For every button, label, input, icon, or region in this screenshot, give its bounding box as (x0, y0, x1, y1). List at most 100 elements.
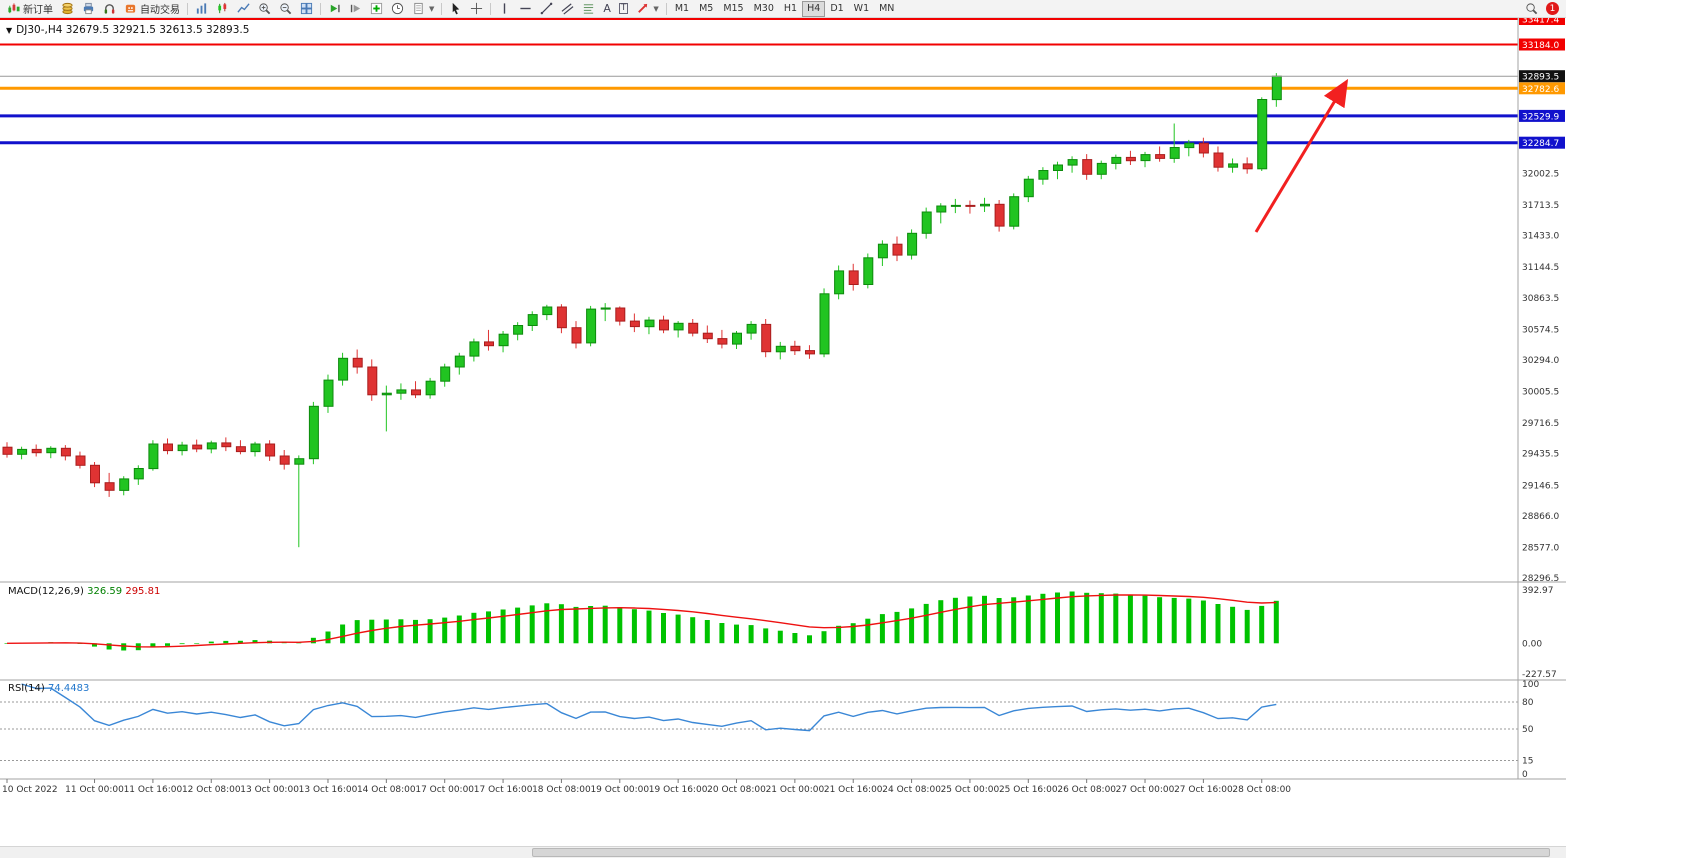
zoom-out-button[interactable] (275, 1, 296, 17)
svg-text:21 Oct 16:00: 21 Oct 16:00 (824, 785, 883, 795)
text-label-icon: T (618, 3, 629, 14)
chart-area: 32002.5 31713.5 31433.0 31144.5 30863.5 30574… (0, 18, 1566, 858)
cursor-button[interactable] (445, 1, 466, 17)
support-button[interactable] (99, 1, 120, 17)
trendline-button[interactable] (536, 1, 557, 17)
search-button[interactable] (1521, 1, 1542, 17)
candles-chart-button[interactable] (212, 1, 233, 17)
zoom-out-icon (280, 3, 292, 15)
svg-text:24 Oct 08:00: 24 Oct 08:00 (882, 785, 941, 795)
zoom-in-button[interactable] (254, 1, 275, 17)
svg-text:18 Oct 08:00: 18 Oct 08:00 (532, 785, 591, 795)
chart-title-text: DJ30-,H4 32679.5 32921.5 32613.5 32893.5 (16, 24, 250, 36)
periods-button[interactable] (387, 1, 408, 17)
zoom-in-icon (259, 3, 271, 15)
new-order-button[interactable]: 新订单 (3, 1, 57, 17)
timeframe-w1-button[interactable]: W1 (849, 1, 874, 17)
svg-text:0: 0 (1522, 770, 1528, 780)
print-button[interactable] (78, 1, 99, 17)
crosshair-button[interactable] (466, 1, 487, 17)
svg-text:10 Oct 2022: 10 Oct 2022 (2, 785, 58, 795)
svg-text:21 Oct 00:00: 21 Oct 00:00 (766, 785, 825, 795)
indicators-icon (370, 2, 383, 15)
text-icon: A (603, 2, 611, 15)
auto-scroll-button[interactable] (324, 1, 345, 17)
svg-text:27 Oct 16:00: 27 Oct 16:00 (1174, 785, 1233, 795)
gold-coins-icon (62, 2, 73, 15)
line-chart-button[interactable] (233, 1, 254, 17)
svg-text:25 Oct 16:00: 25 Oct 16:00 (999, 785, 1058, 795)
timeframe-m5-button[interactable]: M5 (694, 1, 718, 17)
arrows-button[interactable]: ▼ (632, 1, 662, 17)
svg-text:14 Oct 08:00: 14 Oct 08:00 (357, 785, 416, 795)
svg-text:32002.5: 32002.5 (1522, 170, 1559, 180)
bars-chart-icon (196, 3, 207, 14)
vertical-line-button[interactable] (494, 1, 515, 17)
bars-chart-button[interactable] (191, 1, 212, 17)
svg-text:11 Oct 00:00: 11 Oct 00:00 (65, 785, 124, 795)
algo-trading-button[interactable]: 自动交易 (120, 1, 184, 17)
rsi-value: 74.4483 (47, 683, 90, 694)
svg-text:100: 100 (1522, 680, 1539, 690)
timeframes-group: M1 M5 M15 M30 H1 H4 D1 W1 MN (670, 0, 900, 17)
svg-text:50: 50 (1522, 725, 1534, 735)
time-axis[interactable]: 10 Oct 2022 11 Oct 00:00 11 Oct 16:00 12 Oc… (2, 779, 1291, 795)
svg-text:31713.5: 31713.5 (1522, 201, 1559, 211)
svg-text:32284.7: 32284.7 (1522, 139, 1559, 149)
fibonacci-button[interactable] (578, 1, 599, 17)
toolbar: 新订单 自动交易 ▼ A T ▼ M1 M5 M15 M30 (0, 0, 1566, 18)
timeframe-h4-button[interactable]: H4 (802, 0, 826, 17)
tile-windows-button[interactable] (296, 1, 317, 17)
chart-canvas[interactable]: 32002.5 31713.5 31433.0 31144.5 30863.5 30574… (0, 18, 1566, 858)
svg-text:15: 15 (1522, 757, 1533, 767)
svg-text:31433.0: 31433.0 (1522, 232, 1559, 242)
templates-button[interactable]: ▼ (408, 1, 438, 17)
robot-icon (125, 4, 136, 13)
toolbar-separator (490, 2, 492, 15)
svg-text:12 Oct 08:00: 12 Oct 08:00 (182, 785, 241, 795)
horizontal-line-button[interactable] (515, 1, 536, 17)
svg-text:28866.0: 28866.0 (1522, 512, 1559, 522)
price-scale[interactable]: 32002.5 31713.5 31433.0 31144.5 30863.5 30574… (0, 18, 1566, 780)
trendline-icon (541, 2, 553, 15)
svg-text:-227.57: -227.57 (1522, 670, 1557, 680)
trend-arrow-annotation[interactable] (1254, 78, 1349, 233)
deposit-button[interactable] (57, 1, 78, 17)
timeframe-m30-button[interactable]: M30 (749, 1, 779, 17)
text-button[interactable]: A (599, 1, 615, 17)
vertical-line-icon (504, 3, 506, 14)
line-chart-icon (237, 3, 250, 13)
svg-text:11 Oct 16:00: 11 Oct 16:00 (124, 785, 183, 795)
indicators-button[interactable] (366, 1, 387, 17)
chart-shift-button[interactable] (345, 1, 366, 17)
algo-trading-label: 自动交易 (140, 5, 180, 16)
timeframe-m1-button[interactable]: M1 (670, 1, 694, 17)
macd-pane (4, 591, 1279, 651)
hlines-layer[interactable] (0, 18, 1518, 145)
timeframe-d1-button[interactable]: D1 (825, 1, 848, 17)
one-click-trading-toggle-icon[interactable]: ▼ (6, 26, 13, 35)
svg-text:33417.4: 33417.4 (1522, 18, 1559, 26)
svg-text:20 Oct 08:00: 20 Oct 08:00 (707, 785, 766, 795)
timeframe-h1-button[interactable]: H1 (779, 1, 802, 17)
horizontal-scrollbar[interactable] (0, 846, 1566, 858)
chevron-down-icon: ▼ (429, 4, 435, 13)
svg-text:30574.5: 30574.5 (1522, 325, 1559, 335)
text-label-button[interactable]: T (615, 1, 633, 17)
notifications-badge[interactable]: 1 (1546, 2, 1559, 15)
fibonacci-icon (584, 4, 594, 14)
channel-button[interactable] (557, 1, 578, 17)
scrollbar-thumb[interactable] (532, 848, 1551, 857)
svg-text:28296.5: 28296.5 (1522, 574, 1559, 584)
svg-text:26 Oct 08:00: 26 Oct 08:00 (1057, 785, 1116, 795)
arrows-icon (638, 3, 648, 13)
timeframe-m15-button[interactable]: M15 (718, 1, 748, 17)
svg-text:25 Oct 00:00: 25 Oct 00:00 (941, 785, 1000, 795)
svg-text:13 Oct 16:00: 13 Oct 16:00 (299, 785, 358, 795)
svg-text:30863.5: 30863.5 (1522, 294, 1559, 304)
auto-scroll-icon (330, 4, 340, 13)
svg-text:17 Oct 16:00: 17 Oct 16:00 (474, 785, 533, 795)
timeframe-mn-button[interactable]: MN (874, 1, 899, 17)
toolbar-separator (665, 2, 667, 15)
macd-signal-value: 295.81 (125, 586, 161, 597)
